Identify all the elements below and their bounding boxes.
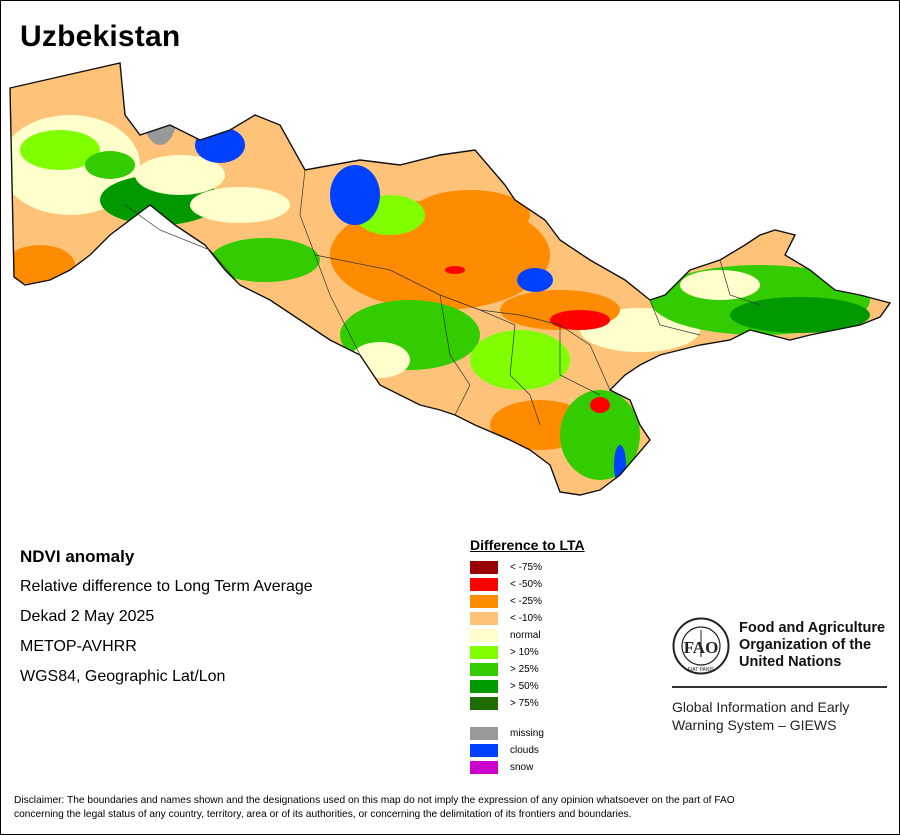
- legend-swatch: [470, 646, 498, 659]
- product-heading: NDVI anomaly: [20, 547, 135, 566]
- legend-row: normal: [470, 627, 585, 644]
- legend-label: normal: [510, 630, 541, 641]
- anomaly-raster: [10, 63, 890, 495]
- admin-boundaries: [124, 169, 761, 426]
- legend-label: > 50%: [510, 681, 539, 692]
- disclaimer-line-1: Disclaimer: The boundaries and names sho…: [14, 795, 735, 806]
- legend-label: clouds: [510, 745, 539, 756]
- map-title: Uzbekistan: [20, 20, 181, 53]
- legend-swatch: [470, 744, 498, 757]
- legend-label: < -25%: [510, 596, 542, 607]
- country-border: [9, 62, 892, 496]
- disclaimer-line-2: concerning the legal status of any count…: [14, 809, 632, 820]
- fao-logo-motto: FIAT PANIS: [688, 667, 715, 673]
- legend-swatch: [470, 629, 498, 642]
- fao-name-line-1: Food and Agriculture: [739, 620, 886, 636]
- legend-extra-items: missing clouds snow: [470, 725, 585, 776]
- legend-label: < -50%: [510, 579, 542, 590]
- info-line-1: Relative difference to Long Term Average: [20, 578, 313, 595]
- legend-label: snow: [510, 762, 534, 773]
- legend-swatch: [470, 663, 498, 676]
- legend-row: > 10%: [470, 644, 585, 661]
- legend-swatch: [470, 595, 498, 608]
- legend-row: missing: [470, 725, 585, 742]
- legend-swatch: [470, 727, 498, 740]
- legend-swatch: [470, 612, 498, 625]
- fao-name-line-2: Organization of the: [739, 637, 872, 653]
- giews-line-2: Warning System – GIEWS: [672, 717, 837, 733]
- legend-label: < -10%: [510, 613, 542, 624]
- legend-swatch: [470, 561, 498, 574]
- info-line-4: WGS84, Geographic Lat/Lon: [20, 668, 226, 685]
- legend-row: clouds: [470, 742, 585, 759]
- info-line-3: METOP-AVHRR: [20, 638, 137, 655]
- legend-row: > 25%: [470, 661, 585, 678]
- legend-label: > 75%: [510, 698, 539, 709]
- fao-name-line-3: United Nations: [739, 654, 842, 670]
- legend-row: < -25%: [470, 593, 585, 610]
- legend-swatch: [470, 761, 498, 774]
- giews-label: Global Information and Early Warning Sys…: [672, 698, 900, 734]
- legend-label: < -75%: [510, 562, 542, 573]
- fao-logo-icon: FAO FIAT PANIS: [672, 617, 730, 675]
- legend-row: > 50%: [470, 678, 585, 695]
- legend: Difference to LTA < -75% < -50% < -25% < -1…: [470, 537, 585, 776]
- fao-divider: [672, 686, 887, 688]
- info-line-2: Dekad 2 May 2025: [20, 608, 155, 625]
- legend-swatch: [470, 697, 498, 710]
- disclaimer: Disclaimer: The boundaries and names sho…: [14, 794, 894, 822]
- fao-name: Food and Agriculture Organization of the…: [739, 620, 885, 671]
- legend-title: Difference to LTA: [470, 537, 585, 553]
- legend-row: < -10%: [470, 610, 585, 627]
- legend-label: > 25%: [510, 664, 539, 675]
- giews-line-1: Global Information and Early: [672, 699, 850, 715]
- legend-swatch: [470, 680, 498, 693]
- legend-label: > 10%: [510, 647, 539, 658]
- legend-row: > 75%: [470, 695, 585, 712]
- legend-items: < -75% < -50% < -25% < -10% normal > 10% > 25%…: [470, 559, 585, 712]
- legend-swatch: [470, 578, 498, 591]
- legend-label: missing: [510, 728, 544, 739]
- legend-row: snow: [470, 759, 585, 776]
- legend-row: < -75%: [470, 559, 585, 576]
- legend-row: < -50%: [470, 576, 585, 593]
- map-info: NDVI anomaly Relative difference to Long…: [20, 542, 313, 692]
- ndvi-anomaly-map: [9, 62, 892, 496]
